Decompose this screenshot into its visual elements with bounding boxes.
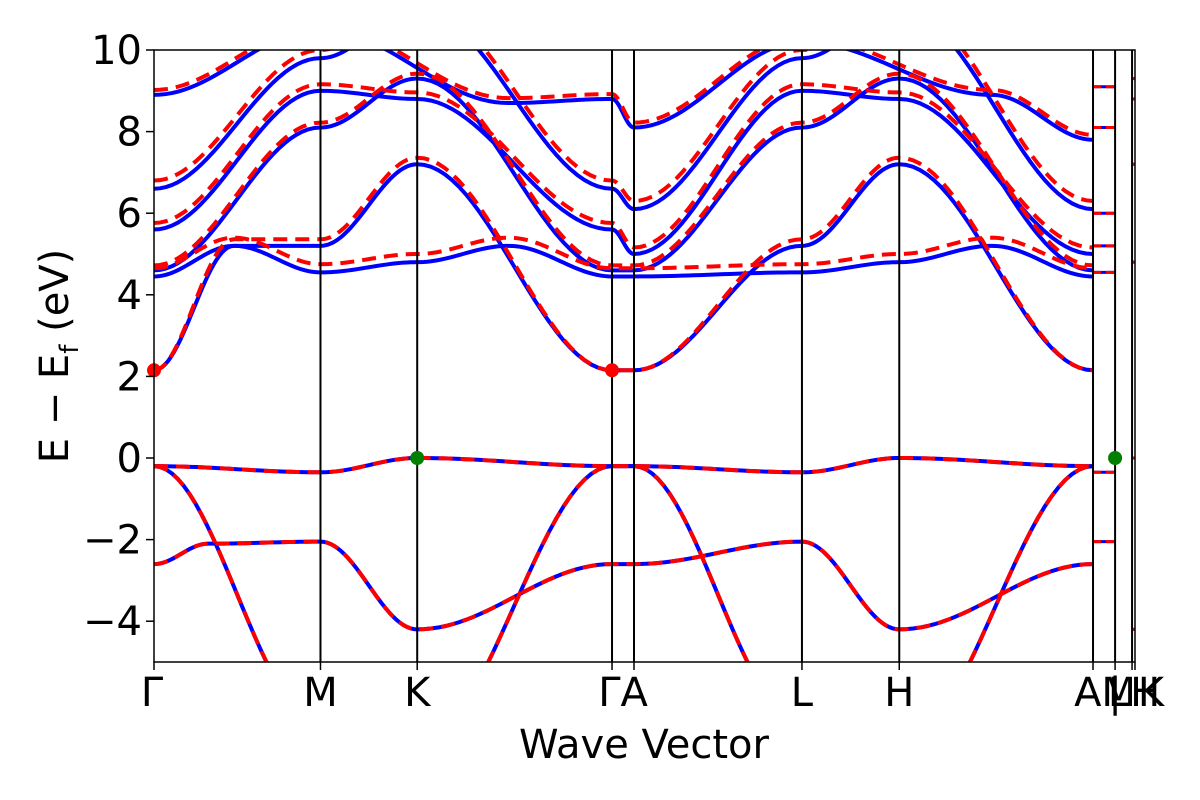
conduction-band-5-dashed (154, 50, 1094, 203)
x-tick-label-4: ΓA (598, 670, 648, 716)
conduction-band-4-solid (154, 88, 1094, 256)
conduction-band-2-dashed (154, 235, 1094, 271)
x-tick-label-3: K (404, 670, 432, 716)
y-tick-label-4: 2 (117, 354, 142, 400)
y-axis-label-main: E − E (32, 354, 78, 464)
high-symmetry-lines (319, 50, 1134, 662)
x-tick-label-8: | (1108, 670, 1121, 716)
conduction-band-6-solid (154, 50, 1094, 142)
y-tick-label-8: 10 (91, 28, 142, 74)
y-axis-label-unit: (eV) (32, 249, 78, 345)
y-tick-label-3: 0 (117, 436, 142, 482)
conduction-band-3-dashed (154, 71, 1094, 268)
y-axis-ticks: −4 −2 0 2 4 6 8 10 (83, 28, 154, 645)
cbm-marker-2 (605, 363, 620, 378)
valence-band-3-dashed (154, 464, 269, 662)
y-tick-label-1: −4 (83, 599, 142, 645)
conduction-band-3-solid (154, 76, 1094, 273)
x-tick-label-5: L (791, 670, 814, 716)
x-tick-label-9: LH (1108, 670, 1160, 716)
x-tick-label-1: Γ (141, 670, 164, 716)
x-tick-label-6: H (884, 670, 914, 716)
x-tick-label-7: AM (1074, 670, 1136, 716)
vbm-marker-1 (410, 451, 425, 465)
y-tick-label-2: −2 (83, 518, 142, 564)
valence-band-4-dashed (486, 464, 1094, 662)
y-tick-label-5: 4 (117, 273, 142, 319)
conduction-band-6-dashed (154, 50, 1094, 137)
conduction-band-1-dashed (154, 155, 1094, 373)
y-tick-label-7: 8 (117, 110, 142, 156)
plot-frame (153, 49, 1136, 663)
conduction-band-5-solid (154, 50, 1094, 212)
x-axis-label: Wave Vector (519, 722, 770, 768)
y-axis-label-subscript: f (55, 344, 85, 354)
x-tick-label-2: M (303, 670, 338, 716)
bands-layer (154, 50, 1135, 662)
y-axis-label: E − Ef (eV) (32, 249, 85, 464)
conduction-band-4-dashed (154, 82, 1094, 250)
x-axis-ticks: Γ M K ΓA L H AM|LHK (141, 662, 1166, 716)
x-tick-label-10: K (1138, 670, 1166, 716)
vbm-marker-2 (1108, 451, 1123, 465)
y-tick-label-6: 6 (117, 191, 142, 237)
